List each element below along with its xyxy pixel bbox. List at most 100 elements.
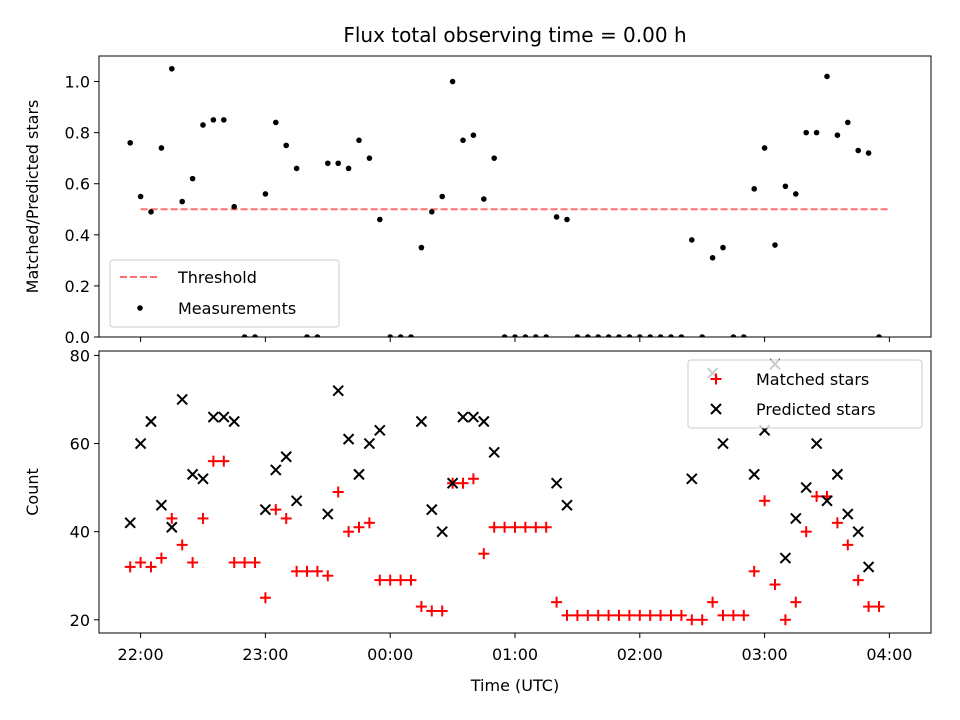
predicted-star-point	[332, 384, 344, 397]
measurement-point	[782, 183, 789, 190]
matched-star-point	[644, 609, 656, 621]
matched-star-point	[759, 495, 771, 507]
matched-star-point	[301, 565, 313, 577]
measurement-point	[501, 334, 508, 337]
matched-star-point	[582, 609, 594, 621]
measurement-point	[647, 334, 653, 337]
measurement-point	[200, 122, 206, 128]
x-tick-label: 03:00	[742, 645, 788, 664]
predicted-star-point	[186, 468, 199, 481]
matched-star-point	[135, 557, 147, 568]
predicted-star-point	[176, 393, 188, 406]
measurement-point	[221, 117, 227, 123]
measurement-point	[189, 175, 196, 182]
legend-predicted-swatch	[710, 403, 722, 415]
matched-star-point	[218, 455, 230, 467]
matched-star-point	[727, 609, 739, 621]
matched-star-point	[374, 574, 386, 586]
measurement-point	[169, 65, 175, 72]
measurement-point	[865, 150, 872, 156]
y-tick-label: 20	[70, 611, 90, 630]
measurement-point	[616, 334, 622, 337]
matched-star-point	[779, 614, 791, 626]
y-tick-label: 0.4	[65, 226, 90, 245]
matched-star-point	[436, 605, 448, 617]
legend-threshold-label: Threshold	[177, 268, 257, 287]
matched-star-point	[332, 486, 344, 498]
matched-star-point	[363, 517, 375, 529]
matched-star-point	[176, 539, 188, 551]
matched-star-point	[811, 490, 823, 502]
predicted-star-point	[166, 521, 178, 533]
matched-star-point	[696, 614, 708, 626]
predicted-star-point	[134, 437, 147, 450]
measurement-point	[553, 214, 560, 220]
y-tick-label: 1.0	[65, 73, 90, 92]
matched-star-point	[686, 614, 698, 626]
matched-star-point	[488, 521, 500, 533]
matched-star-point	[197, 512, 209, 524]
x-tick-label: 01:00	[492, 645, 538, 664]
measurement-point	[252, 334, 258, 337]
measurement-point	[855, 147, 861, 154]
measurement-point	[678, 334, 685, 337]
measurement-point	[668, 334, 674, 337]
measurement-point	[429, 209, 435, 215]
predicted-star-point	[353, 468, 365, 481]
matched-star-point	[145, 561, 157, 573]
matched-star-point	[259, 592, 271, 604]
measurement-point	[377, 216, 383, 223]
measurement-point	[397, 334, 404, 337]
predicted-star-point	[207, 411, 220, 423]
y-tick-label: 0.2	[65, 277, 90, 296]
predicted-star-point	[810, 437, 823, 450]
y-tick-label: 40	[70, 523, 90, 542]
measurement-point	[273, 119, 279, 126]
predicted-star-point	[821, 495, 833, 507]
predicted-star-point	[852, 525, 864, 538]
matched-star-point	[166, 512, 178, 524]
measurement-point	[179, 198, 185, 205]
matched-star-point	[748, 565, 760, 577]
matched-star-point	[353, 521, 365, 533]
legend: Matched stars Predicted stars	[687, 359, 923, 429]
y-tick-label: 0.6	[65, 175, 90, 194]
x-tick-label: 00:00	[367, 645, 413, 664]
measurement-point	[522, 334, 529, 337]
predicted-star-point	[259, 503, 272, 516]
matched-star-point	[530, 521, 542, 533]
legend-box	[687, 359, 923, 429]
predicted-star-point	[779, 552, 792, 564]
predicted-star-point	[550, 477, 563, 489]
measurement-point	[345, 165, 352, 172]
measurement-point	[418, 244, 425, 251]
predicted-star-point	[290, 495, 303, 507]
legend-measurement-swatch	[137, 305, 143, 311]
measurement-point	[699, 334, 705, 337]
matched-star-point	[519, 521, 531, 533]
measurement-point	[335, 160, 342, 167]
measurement-point	[876, 334, 882, 337]
measurement-point	[408, 334, 414, 337]
measurement-point	[491, 155, 498, 161]
matched-star-point	[790, 596, 802, 608]
measurement-point	[439, 193, 446, 200]
measurement-point	[533, 334, 539, 337]
measurement-point	[595, 334, 601, 337]
matched-star-point	[207, 455, 219, 467]
matched-star-point	[769, 579, 781, 591]
legend: Threshold Measurements	[109, 259, 340, 328]
matched-star-point	[280, 512, 292, 524]
matched-star-point	[675, 609, 687, 621]
predicted-star-point	[228, 415, 240, 428]
measurement-point	[824, 73, 830, 80]
measurement-point	[657, 334, 664, 337]
measurement-point	[366, 155, 373, 161]
x-tick-label: 23:00	[242, 645, 288, 664]
matched-star-point	[571, 609, 583, 621]
matched-star-point	[717, 609, 729, 621]
measurement-point	[148, 209, 154, 215]
measurement-point	[574, 334, 581, 337]
predicted-star-point	[415, 415, 428, 428]
measurement-point	[543, 334, 549, 337]
